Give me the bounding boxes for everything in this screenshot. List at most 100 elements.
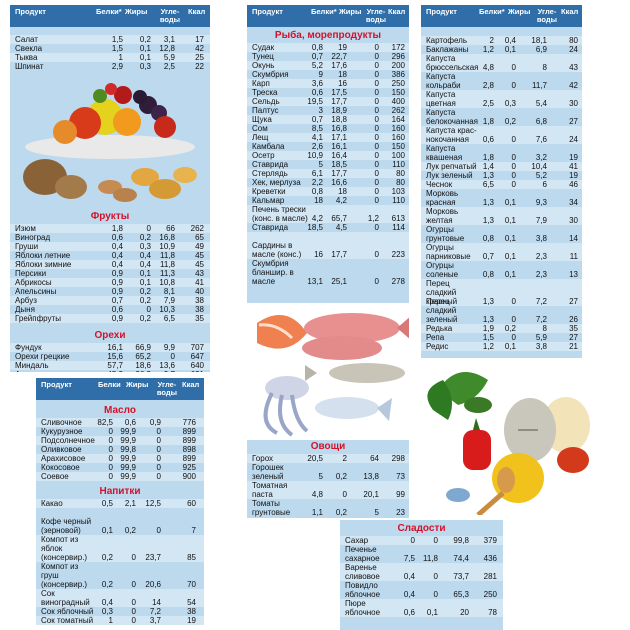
carbs-value: 9,3 — [535, 198, 547, 207]
kcal-value: 49 — [195, 242, 204, 251]
carbs-value: 0 — [156, 472, 161, 481]
kcal-value: 40 — [195, 287, 204, 296]
kcal-value: 647 — [190, 352, 204, 361]
section-title-sweets: Сладости — [397, 523, 446, 534]
kcal-value: 27 — [569, 297, 578, 306]
table-row: Капуста цветная 2,5 0,3 5,4 30 — [421, 90, 582, 108]
carbs-value: 3,8 — [535, 342, 547, 351]
protein-value: 0,4 — [111, 251, 123, 260]
kcal-value: 14 — [569, 234, 578, 243]
table-row: Кофе черный (зерновой) 0,1 0,2 0 7 — [36, 508, 204, 535]
product-name: Перец сладкий красный — [426, 279, 458, 306]
kcal-value: 24 — [569, 135, 578, 144]
carbs-value: 20,1 — [363, 490, 379, 499]
product-name: Капуста белокочанная — [426, 108, 478, 126]
table-header: Продукт Белки* Жиры Угле-воды Ккал — [421, 5, 582, 27]
header-product: Продукт — [252, 7, 283, 16]
kcal-value: 65 — [195, 233, 204, 242]
kcal-value: 281 — [483, 572, 497, 581]
kcal-value: 900 — [182, 472, 196, 481]
carbs-value: 13,8 — [363, 472, 379, 481]
fat-value: 0,1 — [426, 608, 438, 617]
protein-value: 0,9 — [111, 269, 123, 278]
fat-value: 99,8 — [120, 445, 136, 454]
carbs-value: 99,8 — [453, 536, 469, 545]
kcal-value: 17 — [195, 35, 204, 44]
product-name: Капуста кольраби — [426, 72, 461, 90]
kcal-value: 35 — [569, 324, 578, 333]
kcal-value: 78 — [488, 608, 497, 617]
kcal-value: 899 — [182, 454, 196, 463]
product-name: Сельдь — [252, 97, 280, 106]
carbs-value: 3,8 — [535, 234, 547, 243]
table-row: Персики 0,9 0,1 11,3 43 — [10, 269, 210, 278]
table-row: Варенье сливовое 0,4 0 73,7 281 — [340, 563, 503, 581]
section-title-fruits: Фрукты — [90, 211, 130, 222]
table-row: Яблоки зимние 0,4 0,4 11,8 45 — [10, 260, 210, 269]
fat-value: 0,3 — [139, 62, 151, 71]
table-row: Компот из груш (консервир.) 0,2 0 20,6 70 — [36, 562, 204, 589]
fat-value: 4,5 — [335, 223, 347, 232]
product-name: Лук зеленый — [426, 171, 473, 180]
table-row: Шпинат 2,9 0,3 2,5 22 — [10, 62, 210, 71]
carbs-value: 0 — [156, 454, 161, 463]
fat-value: 0 — [511, 333, 516, 342]
table-row: Хек, мерлуза 2,2 16,6 0 80 — [247, 178, 409, 187]
fat-value: 19 — [338, 43, 347, 52]
panel-oil-drinks: Продукт Белки Жиры Угле-воды Ккал Масло … — [36, 378, 204, 625]
protein-value: 0,6 — [482, 135, 494, 144]
table-row: Огурцы грунтовые 0,8 0,1 3,8 14 — [421, 225, 582, 243]
protein-value: 0,9 — [111, 278, 123, 287]
protein-value: 0,3 — [101, 607, 113, 616]
carbs-value: 0 — [374, 97, 379, 106]
product-name: Окунь — [252, 61, 275, 70]
fat-value: 0,2 — [504, 324, 516, 333]
table-row: Морковь красная 1,3 0,1 9,3 34 — [421, 189, 582, 207]
kcal-value: 776 — [182, 418, 196, 427]
kcal-value: 80 — [396, 178, 405, 187]
kcal-value: 200 — [391, 61, 405, 70]
carbs-value: 11,3 — [160, 269, 175, 278]
carbs-value: 7,6 — [535, 135, 547, 144]
kcal-value: 27 — [569, 333, 578, 342]
fat-value: 16,8 — [331, 124, 347, 133]
product-name: Треска — [252, 88, 278, 97]
kcal-value: 160 — [391, 133, 405, 142]
protein-value: 2,2 — [311, 178, 323, 187]
fat-value: 0,1 — [504, 252, 516, 261]
kcal-value: 899 — [182, 436, 196, 445]
kcal-value: 25 — [195, 53, 204, 62]
table-row: Грейпфруты 0,9 0,2 6,5 35 — [10, 314, 210, 323]
carbs-value: 5,9 — [535, 333, 547, 342]
product-name: Стерлядь — [252, 169, 288, 178]
table-row: Ставрида 18,5 4,5 0 114 — [247, 223, 409, 232]
table-row: Окунь 5,2 17,6 0 200 — [247, 61, 409, 70]
carbs-value: 11,7 — [532, 81, 547, 90]
fat-value: 18,6 — [135, 361, 151, 370]
protein-value: 0,4 — [111, 260, 123, 269]
table-row: Дыня 0,6 0 10,3 38 — [10, 305, 210, 314]
protein-value: 0,8 — [311, 43, 323, 52]
fat-value: 17,6 — [331, 61, 347, 70]
vegetables-illustration — [427, 372, 590, 515]
section-title-drinks: Напитки — [99, 486, 141, 497]
carbs-value: 0 — [374, 106, 379, 115]
product-name: Редис — [426, 342, 449, 351]
protein-value: 16,1 — [107, 343, 123, 352]
protein-value: 0,7 — [482, 252, 494, 261]
fish-seafood-illustration — [247, 303, 409, 440]
product-name: Сок виноградный — [41, 589, 90, 607]
fat-value: 0 — [146, 305, 151, 314]
carbs-value: 0 — [374, 169, 379, 178]
fat-value: 0 — [342, 490, 347, 499]
header-protein: Белки* — [479, 7, 505, 16]
carbs-value: 6,5 — [163, 314, 175, 323]
product-name: Соевое — [41, 472, 69, 481]
fat-value: 18,8 — [331, 115, 347, 124]
kcal-value: 27 — [569, 117, 578, 126]
protein-value: 3 — [318, 106, 323, 115]
kcal-value: 278 — [391, 277, 405, 286]
fat-value: 0,4 — [139, 251, 151, 260]
carbs-value: 20 — [460, 608, 469, 617]
fat-value: 16,4 — [331, 151, 347, 160]
